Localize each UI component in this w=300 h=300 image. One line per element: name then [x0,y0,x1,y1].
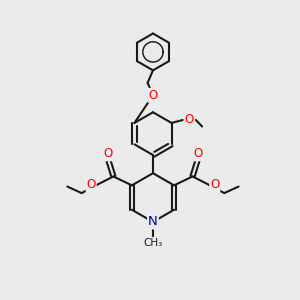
Text: O: O [193,147,203,161]
Text: O: O [210,178,219,191]
Text: O: O [86,178,96,191]
Text: CH₃: CH₃ [143,238,163,248]
Text: O: O [185,113,194,127]
Text: O: O [103,147,113,161]
Text: O: O [148,89,158,102]
Text: N: N [148,215,158,228]
